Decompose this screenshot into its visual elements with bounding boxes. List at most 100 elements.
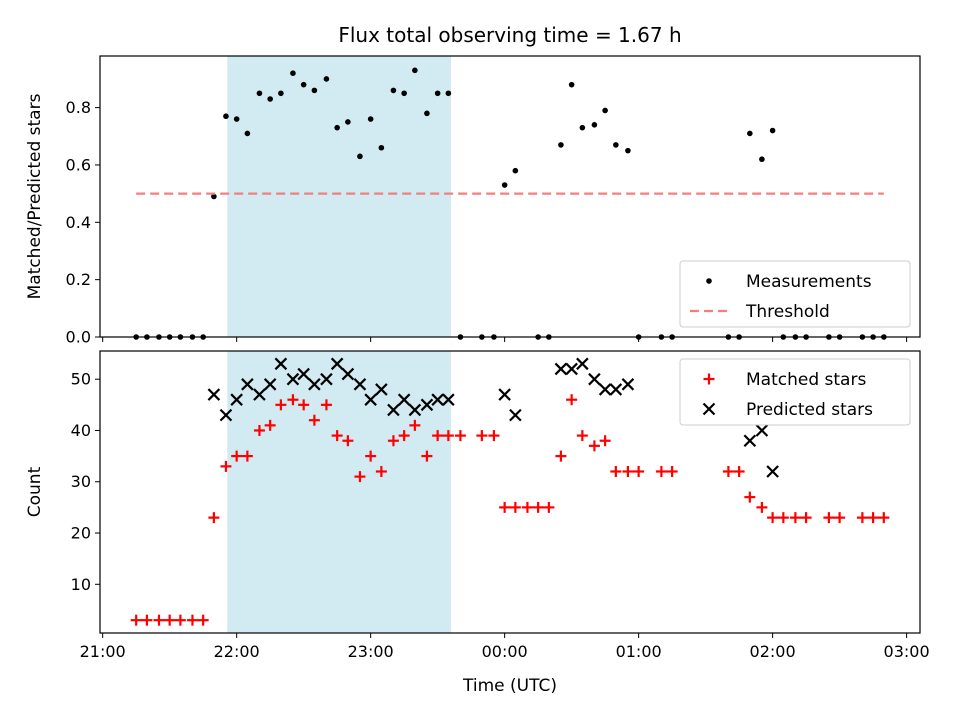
data-point (375, 465, 387, 477)
data-point (367, 116, 374, 122)
data-point (834, 512, 846, 524)
data-point (241, 378, 254, 391)
legend-threshold-label: Threshold (745, 302, 830, 322)
data-point (609, 383, 623, 396)
data-point (759, 156, 765, 163)
data-point (353, 378, 367, 391)
y-tick-label: 0.2 (66, 270, 91, 289)
data-point (576, 430, 588, 442)
data-point (297, 367, 310, 381)
data-point (387, 403, 400, 417)
data-point (263, 378, 277, 391)
data-point (769, 127, 776, 134)
data-point (598, 383, 612, 396)
data-point (298, 399, 310, 411)
data-point (320, 399, 332, 411)
data-point (208, 512, 220, 524)
data-point (576, 357, 589, 371)
data-point (387, 435, 399, 447)
bottom-y-axis-label: Count (25, 466, 45, 517)
bottom-axis-ticks: 10 20 30 40 50 21:00 22:00 23:00 00:00 01:00 02:00… (71, 370, 930, 661)
x-tick-label: 22:00 (214, 642, 260, 661)
legend-measurements-marker (706, 278, 712, 284)
data-point (591, 122, 598, 128)
data-point (501, 182, 508, 188)
data-point (421, 450, 433, 462)
legend-marker-sample (702, 402, 716, 416)
data-point (498, 388, 511, 401)
data-point (666, 465, 678, 477)
data-point (509, 408, 522, 422)
data-point (442, 430, 454, 442)
y-tick-label: 0.0 (66, 328, 91, 347)
data-point (756, 501, 768, 513)
data-point (164, 614, 176, 626)
data-point (320, 372, 333, 386)
data-point (766, 465, 779, 478)
data-point (278, 90, 284, 97)
data-point (499, 501, 511, 513)
top-series-layer (133, 67, 887, 340)
data-point (733, 465, 745, 477)
data-point (579, 124, 586, 131)
data-point (744, 491, 756, 503)
data-point (432, 430, 444, 442)
data-point (323, 76, 330, 82)
data-point (409, 419, 421, 431)
data-point (357, 153, 363, 160)
data-point (331, 430, 343, 442)
data-point (264, 419, 276, 431)
data-point (424, 110, 430, 117)
data-point (442, 393, 455, 406)
data-point (401, 90, 407, 97)
data-point (375, 383, 388, 396)
data-point (287, 394, 299, 406)
data-point (566, 394, 578, 406)
y-tick-label: 20 (71, 524, 91, 543)
data-point (365, 450, 377, 462)
data-point (286, 372, 300, 386)
x-tick-label: 01:00 (616, 642, 662, 661)
data-point (267, 96, 273, 102)
data-point (219, 408, 233, 422)
y-tick-label: 10 (71, 575, 91, 594)
data-point (767, 512, 779, 524)
data-point (233, 116, 240, 122)
chart-title: Flux total observing time = 1.67 h (338, 23, 681, 47)
y-tick-label: 0.8 (66, 98, 91, 117)
data-point (856, 512, 868, 524)
data-point (509, 501, 521, 513)
data-point (621, 378, 635, 391)
data-point (398, 430, 410, 442)
top-axis-ticks: 0.0 0.2 0.4 0.6 0.8 (66, 98, 908, 347)
legend-matched-stars-marker (703, 373, 715, 385)
data-point (777, 512, 789, 524)
series-matched-stars (130, 394, 890, 626)
data-point (434, 90, 441, 97)
data-point (431, 393, 444, 406)
data-point (722, 465, 734, 477)
data-point (231, 450, 243, 462)
bottom-highlight-span (227, 351, 452, 633)
data-point (488, 430, 500, 442)
data-point (341, 367, 355, 381)
data-point (186, 614, 198, 626)
data-point (211, 193, 217, 200)
data-point (588, 372, 601, 386)
data-point (220, 460, 232, 472)
data-point (274, 357, 288, 371)
data-point (397, 393, 411, 406)
data-point (554, 362, 568, 376)
data-point (558, 142, 564, 148)
data-point (223, 113, 229, 120)
data-point (354, 471, 366, 483)
data-point (230, 393, 243, 406)
bottom-legend: Matched stars Predicted stars (679, 358, 911, 426)
x-axis-label: Time (UTC) (462, 676, 557, 696)
y-tick-label: 40 (71, 421, 91, 440)
data-point (253, 388, 266, 401)
data-point (625, 147, 631, 154)
data-point (565, 362, 578, 376)
data-point (345, 119, 351, 125)
data-point (867, 512, 879, 524)
